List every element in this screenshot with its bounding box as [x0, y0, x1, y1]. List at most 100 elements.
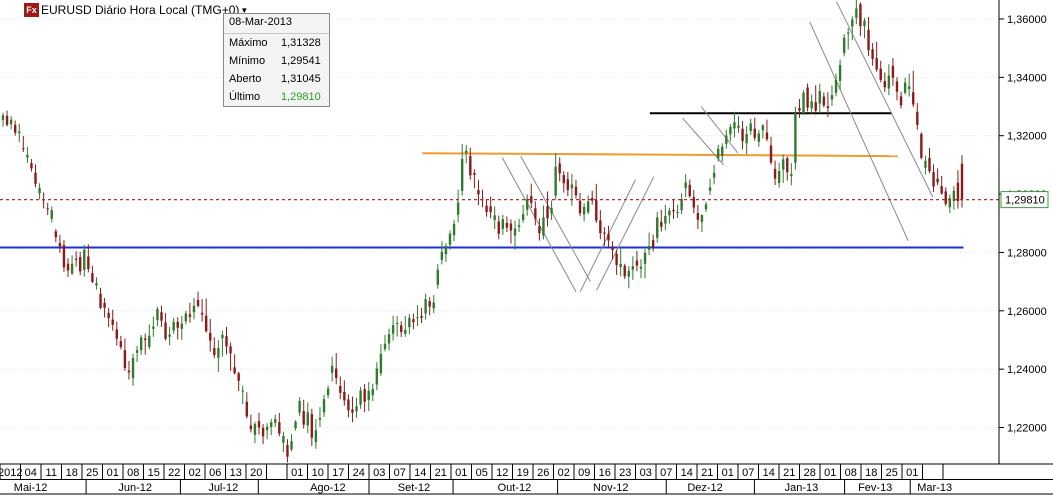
candle [395, 316, 399, 337]
candle-body [891, 65, 895, 78]
candle-body [586, 201, 590, 213]
candle-body [782, 159, 785, 170]
candle-body [497, 221, 500, 234]
candle-body [643, 252, 647, 264]
candle [680, 193, 683, 215]
candle-body [753, 128, 756, 138]
day-label: 03 [640, 467, 652, 479]
y-axis[interactable]: 1,360001,340001,320001,300001,280001,260… [998, 0, 1053, 495]
day-label: 14 [763, 467, 775, 479]
candle-body [595, 199, 598, 221]
candle-body [485, 205, 488, 213]
candle-body [18, 131, 21, 134]
caret-down-icon[interactable]: ▼ [240, 5, 249, 15]
candle-body [229, 346, 232, 354]
trend-line [520, 155, 591, 282]
fx-logo-icon: Fx [24, 3, 39, 17]
candle [737, 116, 740, 133]
candles [1, 0, 964, 463]
candle [473, 169, 476, 189]
candle-body [903, 82, 907, 93]
day-label: 23 [619, 467, 631, 479]
info-value: 1,31045 [281, 73, 321, 85]
candle-body [672, 209, 675, 212]
candle-body [217, 348, 220, 358]
candle-body [278, 422, 281, 434]
candle-body [517, 225, 521, 228]
candle [127, 360, 131, 380]
candle-body [456, 202, 460, 215]
candle-body [794, 113, 797, 163]
candle-body [684, 182, 687, 189]
candle-body [335, 368, 338, 378]
candle-body [290, 441, 293, 450]
candle-body [1, 115, 5, 120]
candle-body [708, 187, 712, 191]
candle-body [91, 273, 94, 282]
candle-body [184, 313, 188, 322]
candle-body [314, 430, 318, 443]
candle-body [188, 314, 192, 317]
candle [192, 297, 196, 320]
candle [656, 211, 659, 243]
candle [513, 220, 517, 250]
candle [298, 397, 301, 417]
chart-header[interactable]: Fx EURUSD Diário Hora Local (TMG+0) ▼ [24, 2, 248, 18]
candle-body [416, 317, 419, 319]
candle [530, 183, 533, 209]
info-label: Último [229, 91, 261, 103]
candle [290, 434, 293, 452]
candle [883, 72, 886, 92]
candle [339, 376, 342, 400]
candle [200, 299, 204, 322]
candle [237, 371, 240, 392]
candle [546, 191, 549, 227]
candle [810, 94, 813, 114]
chart-title[interactable]: EURUSD Diário Hora Local (TMG+0) [41, 3, 240, 17]
candle-body [790, 174, 793, 176]
candle-body [912, 92, 915, 105]
candle [798, 98, 801, 118]
y-tick-label: 1,34000 [1007, 72, 1047, 84]
candle-body [249, 425, 253, 430]
candle [111, 309, 114, 331]
candle [700, 214, 704, 232]
month-label: Jan-13 [785, 482, 819, 494]
candle-body [696, 213, 700, 220]
candle-body [245, 401, 249, 417]
candle-body [74, 258, 78, 260]
candle-body [757, 133, 761, 142]
candle [607, 225, 610, 248]
candle [960, 155, 964, 208]
candle [696, 204, 700, 230]
day-label: 07 [660, 467, 672, 479]
candle [58, 234, 62, 253]
candle [160, 305, 163, 327]
day-label: 06 [209, 467, 221, 479]
candle [802, 90, 805, 115]
candle-body [627, 270, 630, 277]
candle [135, 345, 139, 363]
candle-body [200, 312, 204, 315]
candle-body [558, 163, 561, 174]
day-label: 25 [886, 467, 898, 479]
candle-body [712, 172, 716, 178]
candle [948, 194, 952, 214]
candle [107, 307, 110, 328]
candle [148, 324, 151, 350]
candle [359, 386, 362, 409]
candle-body [501, 219, 505, 230]
candle [842, 34, 846, 57]
x-axis[interactable]: 2012 04 11 18 25 01 08 15 22 02 06 13 20 01 10 17 24 03 07… [0, 463, 1053, 495]
candle-body [213, 348, 216, 356]
candle [847, 28, 850, 50]
candle-body [156, 309, 159, 321]
candle-body [160, 312, 163, 321]
candle [668, 207, 671, 224]
candle-body [907, 86, 911, 90]
candle [712, 164, 716, 185]
day-label: 10 [312, 467, 324, 479]
candle-body [38, 187, 41, 194]
candle [326, 385, 330, 399]
